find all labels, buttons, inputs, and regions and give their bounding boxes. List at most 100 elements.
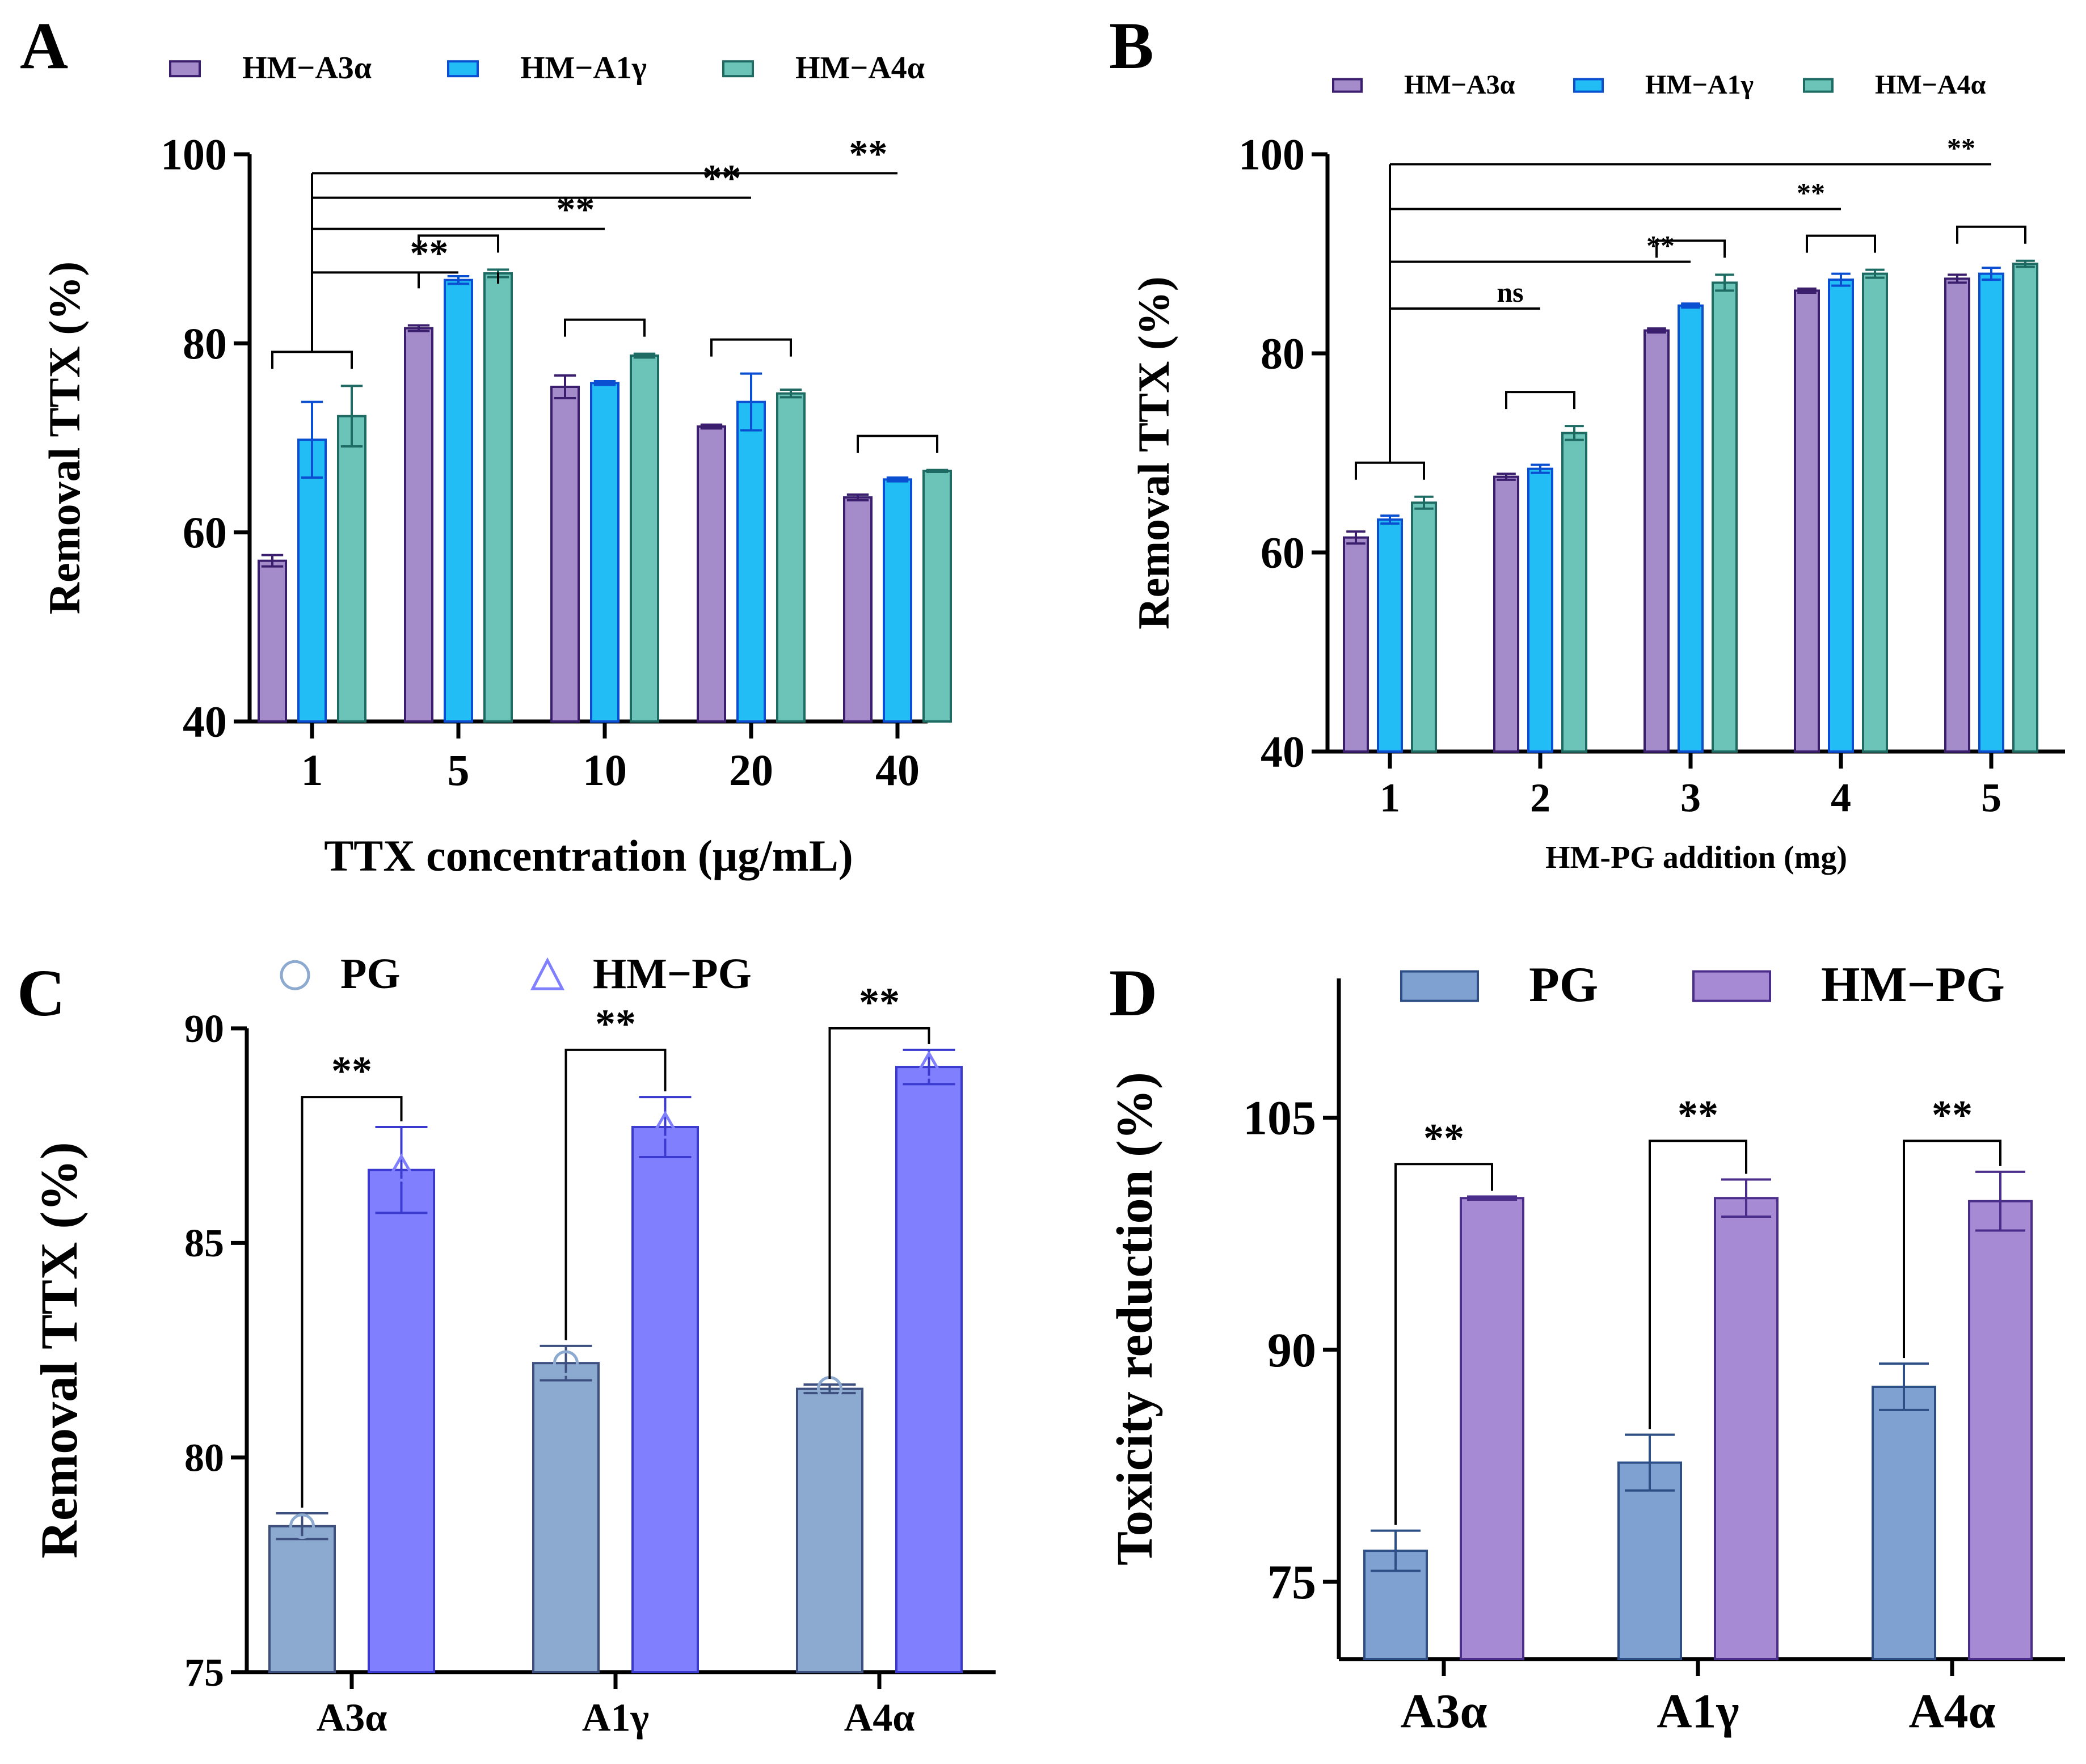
bar [444,278,473,723]
pair-bracket [301,1096,403,1508]
pair-bracket [1394,1163,1493,1525]
group-bracket [1655,239,1726,258]
panel-b: B 40 60 80 100 1 2 3 4 5 HM-PG addition (mg) Remov… [1109,9,2065,875]
bar [368,1168,435,1673]
legend-label: PG [1529,957,1598,1012]
bar [337,415,366,723]
bar [883,478,912,723]
y-tick-label: 90 [184,1007,224,1051]
x-axis-title: HM-PG addition (mg) [1545,840,1847,875]
y-tick-label: 80 [1261,329,1305,378]
legend-label: HM−A1γ [520,50,647,86]
bar [1794,289,1820,753]
pair-bracket [828,1027,930,1379]
bar [1460,1197,1524,1660]
bar [1527,467,1553,753]
bar [1712,281,1738,753]
legend-label: HM−A4α [1875,70,1986,100]
bar [532,1362,600,1673]
bar [1493,475,1519,753]
y-tick-label: 40 [183,697,227,746]
group-bracket [857,434,938,453]
legend-swatch [1400,970,1479,1002]
significance-label: ns [1497,276,1523,308]
panel-label-a: A [20,9,68,83]
legend-swatch [280,960,310,990]
group-bracket [271,351,353,369]
group-bracket [1806,234,1876,253]
legend-swatch [1573,78,1604,93]
y-tick-label: 90 [1267,1323,1316,1377]
significance-label: ** [1797,177,1825,209]
y-axis-title: Removal TTX (%) [40,261,89,615]
x-tick-label: 1 [1380,775,1400,821]
significance-label: ** [1947,132,1975,164]
bar [697,425,726,723]
y-tick-label: 40 [1261,727,1305,777]
bar [1343,536,1369,753]
significance-label: ** [1423,1115,1464,1160]
legend-label: HM−A4α [795,50,925,86]
group-bracket [418,234,499,253]
legend-label: HM−A3α [242,50,372,86]
significance-label: ** [331,1048,372,1094]
y-tick-label: 75 [184,1651,224,1695]
bar [1862,272,1888,753]
x-tick-label: 40 [875,745,920,795]
bar [895,1066,963,1673]
bar [1872,1386,1936,1660]
bar [796,1387,863,1674]
x-tick-label: A4α [844,1697,915,1740]
y-tick-label: 60 [183,508,227,557]
bar [2012,263,2038,753]
bar [550,386,580,723]
legend-label: HM−A1γ [1645,70,1754,100]
significance-label: ** [556,188,595,231]
bar [297,438,327,723]
bar [1561,432,1587,753]
x-tick-label: 4 [1831,775,1851,821]
significance-label: ** [859,980,900,1025]
bar [590,382,620,723]
group-bracket [1505,391,1575,410]
bar [1377,518,1403,753]
legend-swatch [530,957,565,990]
bar [1678,304,1704,753]
bar [1944,277,1970,753]
significance-label: ** [1678,1092,1718,1137]
panel-d: D 75 90 105 A3α A1γ A4α Toxicity reduction (%)… [1107,956,2065,1738]
group-bracket [564,318,646,337]
significance-label: ** [849,132,887,175]
x-tick-label: 20 [729,745,773,795]
x-tick-label: 5 [448,745,470,795]
panel-label-b: B [1109,9,1154,83]
legend-label: HM−A3α [1404,70,1515,100]
x-tick-label: 2 [1530,775,1550,821]
group-bracket [1355,461,1425,480]
group-bracket [710,338,792,357]
bar [776,392,806,723]
legend-swatch [1332,78,1363,93]
bar [268,1525,336,1674]
x-tick-label: 5 [1981,775,2001,821]
bar [258,559,287,723]
x-tick-label: A1γ [582,1697,649,1740]
bar [630,355,659,723]
legend-label: HM−PG [1821,957,2005,1012]
bar [483,272,513,723]
panel-c: C 75 80 85 90 A3α A1γ A4α Removal TTX (%) ** ** **… [17,950,996,1740]
legend-label: PG [340,950,401,998]
legend-swatch [722,60,754,78]
panel-label-d: D [1109,956,1157,1030]
bar [736,400,766,723]
panel-a: A 40 60 80 100 1 5 10 20 40 TTX concentration (μg… [20,9,952,880]
group-bracket [1956,225,2026,244]
y-tick-label: 105 [1243,1091,1316,1145]
significance-label: ** [410,231,448,274]
significance-label: ** [1646,230,1675,261]
y-tick-label: 80 [184,1436,224,1480]
y-tick-label: 80 [183,319,227,368]
x-tick-label: A4α [1908,1683,1995,1738]
significance-label: ** [595,1001,636,1046]
legend-swatch [1692,970,1771,1002]
